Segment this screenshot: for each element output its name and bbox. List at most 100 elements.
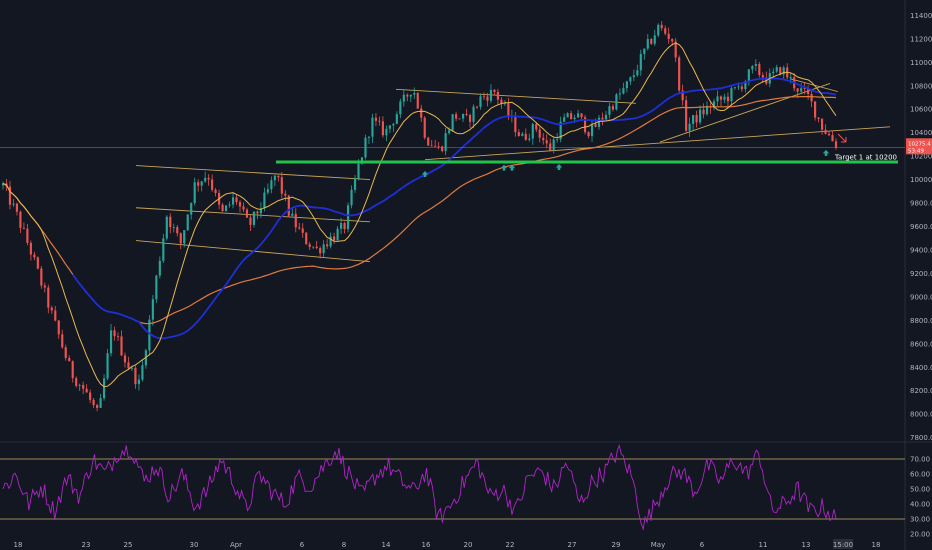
- trendline: [659, 82, 831, 143]
- candle: [378, 116, 381, 126]
- candle: [155, 274, 158, 303]
- candle: [705, 101, 709, 116]
- candle: [451, 114, 454, 133]
- candle: [549, 138, 552, 152]
- candle-body: [211, 179, 214, 190]
- candle-body: [29, 242, 32, 255]
- candle-body: [193, 182, 196, 204]
- candle: [824, 124, 827, 135]
- candle: [601, 112, 604, 126]
- candle: [712, 98, 716, 111]
- candle-body: [566, 113, 569, 118]
- candle: [33, 251, 36, 261]
- candle-body: [754, 64, 757, 66]
- time-tick-label: 15:00: [833, 541, 853, 549]
- candle: [834, 138, 838, 150]
- candle-body: [521, 133, 524, 136]
- candle: [228, 201, 231, 208]
- candle-body: [26, 228, 29, 243]
- candle: [754, 59, 757, 71]
- candle: [441, 145, 444, 153]
- candle-body: [336, 228, 339, 241]
- candle-body: [817, 117, 820, 119]
- candle: [747, 69, 750, 86]
- candle: [8, 180, 12, 210]
- candle-body: [284, 193, 287, 196]
- price-tick-label: 8400.00: [910, 364, 932, 372]
- candle-body: [113, 330, 116, 337]
- candle: [308, 241, 311, 251]
- candle-body: [50, 307, 53, 311]
- trendline: [424, 126, 891, 161]
- candle-body: [116, 336, 120, 337]
- candle: [256, 210, 259, 220]
- candle: [305, 231, 308, 245]
- candle-body: [294, 213, 297, 228]
- candle: [200, 180, 203, 192]
- candle: [172, 223, 175, 233]
- price-tick-label: 8200.00: [910, 387, 932, 395]
- candle-body: [810, 94, 813, 102]
- candle: [434, 140, 437, 147]
- candle: [570, 110, 573, 120]
- candle: [284, 190, 287, 202]
- candle: [489, 84, 493, 104]
- candle: [528, 133, 531, 142]
- candle-body: [8, 186, 12, 205]
- candle: [695, 110, 698, 128]
- candle-body: [531, 124, 534, 139]
- candle-body: [214, 189, 217, 193]
- candle: [367, 136, 371, 145]
- candle-body: [33, 254, 36, 258]
- candle: [761, 72, 764, 83]
- candle: [643, 48, 646, 60]
- candle: [29, 240, 32, 261]
- candle: [698, 105, 702, 125]
- rsi-tick-label: 50.00: [910, 486, 930, 494]
- candle: [406, 93, 409, 102]
- candle-body: [312, 246, 315, 248]
- candle: [176, 224, 179, 237]
- candle: [96, 403, 99, 412]
- candle-body: [719, 96, 723, 100]
- candle-body: [448, 130, 451, 134]
- candle-body: [413, 93, 416, 95]
- candle-body: [409, 94, 412, 97]
- candle-body: [590, 124, 594, 137]
- candle-body: [231, 197, 235, 205]
- candle-body: [698, 109, 702, 123]
- candle-body: [420, 108, 423, 118]
- candle: [61, 329, 64, 349]
- axes: 7800.00 8000.00 8200.00 8400.00 8600.00 8800.…: [14, 12, 932, 549]
- candle-body: [388, 125, 391, 129]
- candle: [399, 98, 402, 119]
- candle-body: [301, 228, 304, 233]
- candle: [455, 111, 458, 122]
- current-price-value: 10275.4: [908, 141, 931, 147]
- candle-body: [266, 189, 269, 193]
- candle-body: [545, 140, 548, 144]
- price-tick-label: 8000.00: [910, 411, 932, 419]
- candle-body: [479, 96, 482, 107]
- candle: [486, 92, 489, 107]
- candle-body: [800, 88, 803, 92]
- price-tick-label: 8800.00: [910, 317, 932, 325]
- candle: [814, 101, 817, 121]
- candle-body: [343, 223, 346, 230]
- price-tick-label: 9600.00: [910, 223, 932, 231]
- candle-body: [712, 101, 716, 108]
- candle-body: [772, 71, 775, 74]
- candle: [775, 64, 778, 74]
- price-badge-bg: [906, 138, 932, 155]
- candle: [692, 114, 695, 130]
- candle-body: [664, 28, 667, 34]
- candle-body: [751, 65, 754, 70]
- candle-body: [782, 67, 785, 75]
- candle: [123, 352, 127, 368]
- candle-body: [657, 24, 660, 36]
- candle-body: [608, 106, 611, 115]
- candle-body: [636, 70, 639, 76]
- candle-body: [660, 24, 663, 29]
